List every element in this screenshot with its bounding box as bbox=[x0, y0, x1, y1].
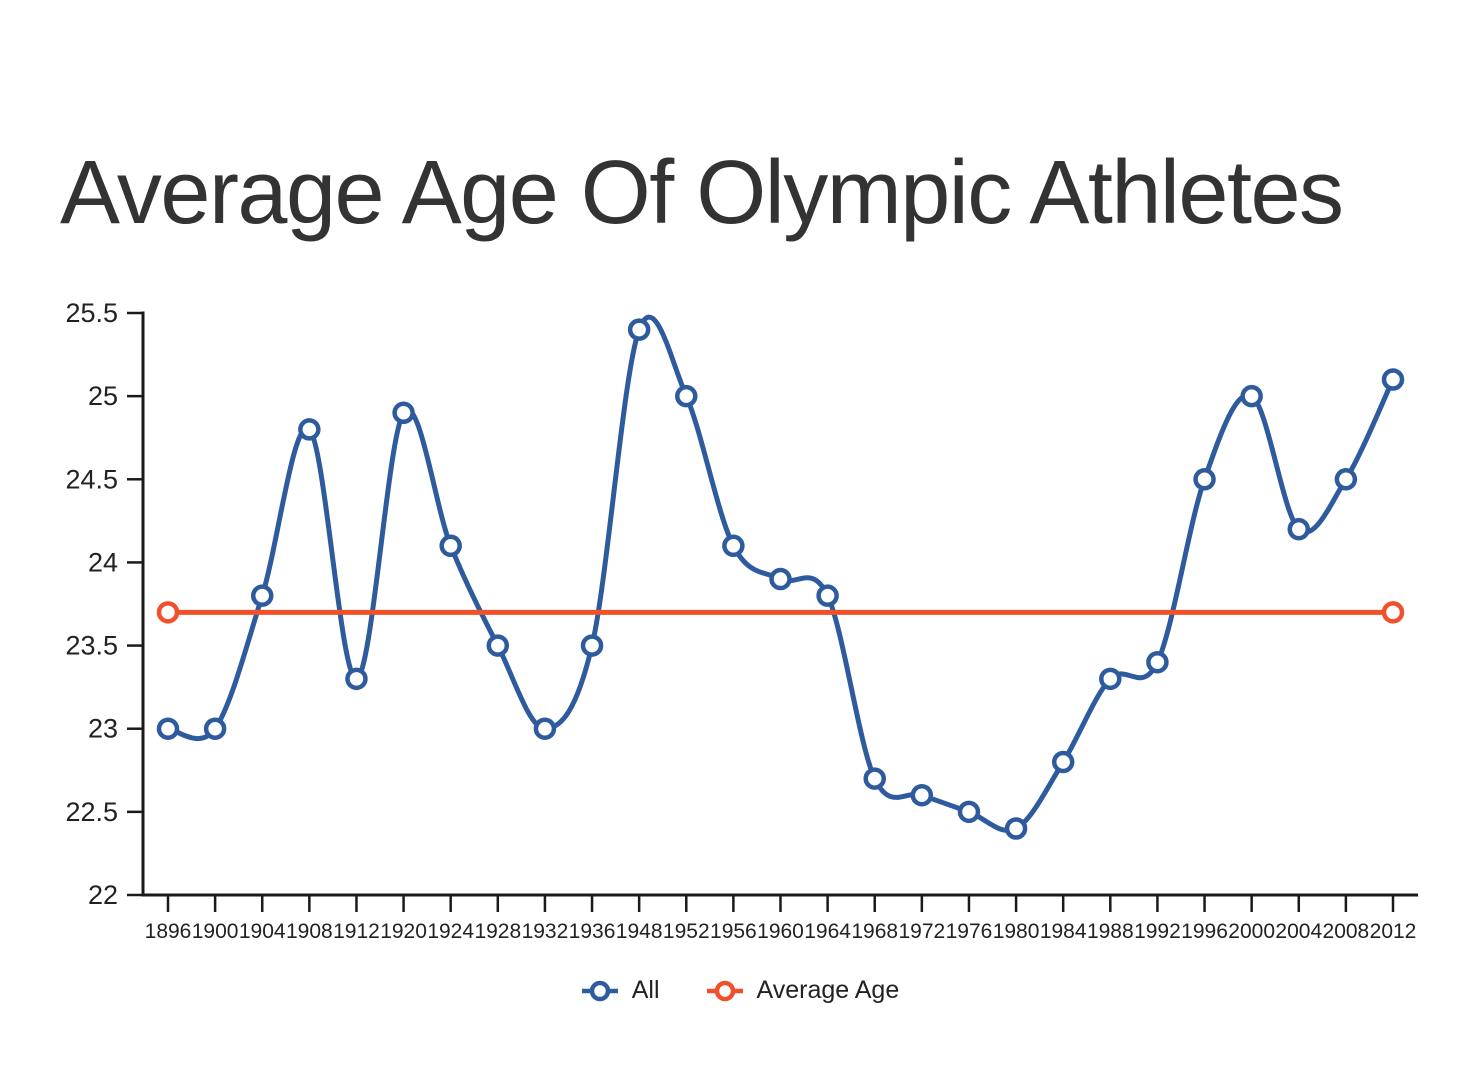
data-point-marker[interactable] bbox=[533, 717, 557, 740]
data-point-marker[interactable] bbox=[957, 800, 981, 824]
x-tick-label: 1920 bbox=[380, 920, 427, 943]
y-tick-label: 25 bbox=[88, 381, 118, 411]
y-tick-label: 22 bbox=[88, 880, 118, 910]
x-tick-label: 1908 bbox=[286, 920, 333, 943]
x-tick-label: 1900 bbox=[192, 920, 239, 943]
data-point-marker[interactable] bbox=[439, 534, 462, 558]
x-tick-label: 1992 bbox=[1134, 920, 1181, 943]
average-age-series-marker-icon bbox=[706, 980, 743, 1001]
data-point-marker[interactable] bbox=[722, 534, 745, 558]
data-point-marker[interactable] bbox=[863, 767, 886, 790]
legend-label-all: All bbox=[631, 976, 660, 1004]
data-point-marker[interactable] bbox=[1004, 817, 1028, 840]
data-point-marker[interactable] bbox=[156, 717, 180, 740]
data-point-marker[interactable] bbox=[1193, 468, 1216, 491]
data-point-marker[interactable] bbox=[345, 667, 368, 691]
data-point-marker[interactable] bbox=[816, 584, 839, 607]
x-tick-label: 1988 bbox=[1087, 920, 1134, 943]
all-series-marker-icon bbox=[581, 980, 618, 1001]
data-point-marker[interactable] bbox=[1051, 750, 1075, 774]
y-tick-label: 24 bbox=[88, 547, 118, 577]
x-tick-label: 1960 bbox=[757, 920, 804, 943]
y-tick-label: 23 bbox=[88, 714, 118, 744]
data-point-marker[interactable] bbox=[1146, 650, 1169, 674]
x-tick-label: 1904 bbox=[239, 920, 286, 943]
x-tick-label: 1896 bbox=[145, 920, 192, 943]
data-point-marker[interactable] bbox=[298, 418, 321, 441]
x-tick-label: 1912 bbox=[333, 920, 380, 943]
data-point-marker[interactable] bbox=[203, 717, 227, 740]
x-tick-label: 2012 bbox=[1370, 920, 1417, 943]
y-tick-label: 22.5 bbox=[65, 797, 118, 827]
x-tick-label: 1924 bbox=[427, 920, 474, 943]
x-tick-label: 2008 bbox=[1323, 920, 1370, 943]
x-tick-label: 1936 bbox=[569, 920, 616, 943]
x-tick-label: 1976 bbox=[946, 920, 993, 943]
data-point-marker[interactable] bbox=[627, 318, 651, 341]
legend-label-average-age: Average Age bbox=[756, 976, 900, 1004]
x-tick-label: 1928 bbox=[474, 920, 521, 943]
data-point-marker[interactable] bbox=[910, 783, 934, 807]
data-point-marker[interactable] bbox=[675, 384, 698, 408]
y-tick-label: 25.5 bbox=[65, 298, 118, 328]
data-point-marker[interactable] bbox=[1334, 468, 1358, 491]
x-tick-label: 1968 bbox=[851, 920, 898, 943]
x-tick-label: 1948 bbox=[616, 920, 663, 943]
chart-title: Average Age Of Olympic Athletes bbox=[60, 143, 1344, 244]
legend-item-all[interactable]: All bbox=[581, 976, 660, 1005]
x-tick-label: 1932 bbox=[522, 920, 569, 943]
legend-item-average-age[interactable]: Average Age bbox=[706, 976, 900, 1005]
data-point-marker[interactable] bbox=[769, 567, 792, 591]
data-point-marker[interactable] bbox=[1240, 384, 1263, 408]
x-tick-label: 1956 bbox=[710, 920, 757, 943]
x-tick-label: 1984 bbox=[1040, 920, 1087, 943]
average-age-endpoint-marker[interactable] bbox=[156, 601, 180, 624]
x-tick-label: 1952 bbox=[663, 920, 710, 943]
x-tick-label: 2000 bbox=[1228, 920, 1275, 943]
x-tick-label: 2004 bbox=[1275, 920, 1322, 943]
legend: All Average Age bbox=[0, 976, 1480, 1005]
x-tick-label: 1996 bbox=[1181, 920, 1228, 943]
x-tick-label: 1964 bbox=[804, 920, 851, 943]
x-tick-label: 1972 bbox=[898, 920, 945, 943]
average-age-endpoint-marker[interactable] bbox=[1381, 601, 1405, 624]
data-point-marker[interactable] bbox=[392, 401, 415, 425]
y-tick-label: 24.5 bbox=[65, 464, 118, 494]
data-point-marker[interactable] bbox=[1099, 667, 1122, 691]
x-tick-label: 1980 bbox=[993, 920, 1040, 943]
data-point-marker[interactable] bbox=[1287, 517, 1311, 541]
data-point-marker[interactable] bbox=[250, 584, 274, 607]
data-point-marker[interactable] bbox=[580, 634, 604, 657]
data-point-marker[interactable] bbox=[486, 634, 510, 657]
y-tick-label: 23.5 bbox=[65, 631, 118, 661]
data-point-marker[interactable] bbox=[1381, 368, 1405, 391]
